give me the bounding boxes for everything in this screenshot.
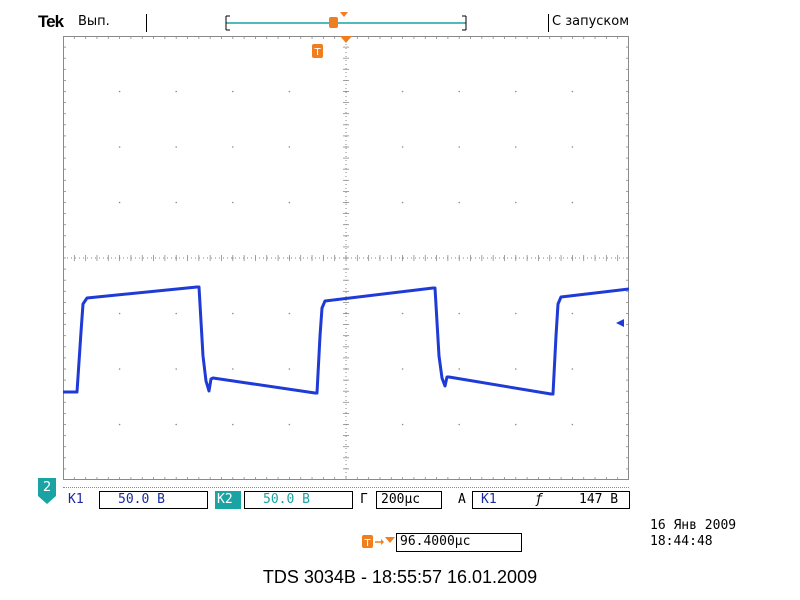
separator: [548, 14, 549, 32]
ch2-scale: 50.0 В: [263, 492, 310, 507]
status-divider: [63, 487, 629, 489]
trigger-level-arrow-icon: [616, 319, 624, 327]
ch1-label[interactable]: K1: [68, 492, 84, 507]
timebase-label: Г: [360, 492, 368, 507]
trigger-box[interactable]: [472, 491, 630, 509]
graticule: [63, 36, 629, 480]
channel1-waveform: [63, 285, 629, 396]
timebase-box[interactable]: [376, 491, 442, 509]
record-position-indicator: [225, 12, 467, 31]
ch1-scale-box[interactable]: [99, 491, 208, 509]
trigger-mode: С запуском: [552, 14, 630, 29]
channel2-ground-marker: 2: [38, 478, 58, 504]
ch2-label-box[interactable]: [215, 491, 241, 509]
trigger-position-icon: T: [312, 36, 352, 58]
trigger-type: A: [458, 492, 466, 507]
trigger-slope-icon: ƒ: [535, 492, 543, 507]
trigger-source: K1: [481, 492, 497, 507]
brand-logo: Tek: [38, 12, 64, 31]
trigger-level: 147 В: [579, 492, 619, 507]
timebase-value: 200µс: [381, 492, 421, 507]
trigger-position-value: 96.4000µс: [400, 534, 471, 549]
svg-text:T: T: [363, 538, 371, 549]
footer-caption: TDS 3034B - 18:55:57 16.01.2009: [262, 567, 538, 587]
separator: [146, 14, 147, 32]
scope-display[interactable]: T: [63, 36, 629, 480]
ch2-scale-box[interactable]: [244, 491, 353, 509]
trigger-position-icon: T: [362, 534, 396, 555]
svg-text:T: T: [313, 47, 321, 58]
ch2-label: K2: [217, 492, 233, 507]
acquisition-state: Вып.: [78, 14, 110, 29]
trigger-position-box[interactable]: [396, 533, 522, 552]
ch1-scale: 50.0 В: [118, 492, 165, 507]
capture-date: 16 Янв 2009: [650, 518, 737, 533]
capture-time: 18:44:48: [650, 534, 713, 549]
top-status-bar: Tek Вып. С запуском: [0, 0, 800, 36]
